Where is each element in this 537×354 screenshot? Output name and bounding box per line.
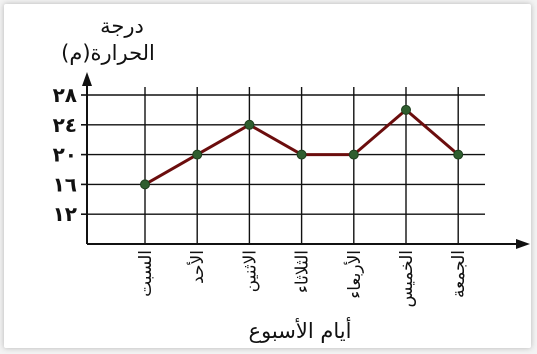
x-category-label-2: الاثنين <box>240 250 260 292</box>
data-point-3 <box>296 149 307 160</box>
chart-frame <box>4 4 531 348</box>
y-tick-labels: ١٢ ١٦ ٢٠ ٢٤ ٢٨ <box>53 83 87 226</box>
grid-lines <box>87 87 485 244</box>
y-tick-label-3: ٢٤ <box>53 113 77 137</box>
x-category-label-0: السبت <box>136 250 156 297</box>
data-point-2 <box>244 119 255 130</box>
x-category-labels: السبت الأحد الاثنين الثلاثاء الأربعاء الخميس ا… <box>136 250 469 308</box>
data-point-5 <box>401 104 411 115</box>
data-point-6 <box>453 149 464 160</box>
x-category-label-3: الثلاثاء <box>293 250 313 293</box>
x-category-label-1: الأحد <box>187 250 208 284</box>
y-tick-label-2: ٢٠ <box>53 143 77 167</box>
y-tick-label-4: ٢٨ <box>53 83 77 107</box>
x-category-label-5: الخميس <box>397 250 417 308</box>
data-point-1 <box>192 149 203 160</box>
data-series <box>140 104 464 190</box>
axes <box>82 72 530 249</box>
x-axis-label: أيام الأسبوع <box>249 317 352 343</box>
y-tick-label-0: ١٢ <box>53 202 77 226</box>
x-axis-arrow <box>516 239 530 249</box>
y-axis-label-line1: درجة <box>100 14 144 38</box>
x-category-label-4: الأربعاء <box>344 250 365 299</box>
y-axis-arrow <box>82 72 92 86</box>
data-point-0 <box>140 179 150 190</box>
y-tick-label-1: ١٦ <box>53 172 77 196</box>
data-point-4 <box>348 149 359 160</box>
x-category-label-6: الجمعة <box>449 250 469 298</box>
y-axis-label-line2: الحرارة(م) <box>61 41 155 65</box>
